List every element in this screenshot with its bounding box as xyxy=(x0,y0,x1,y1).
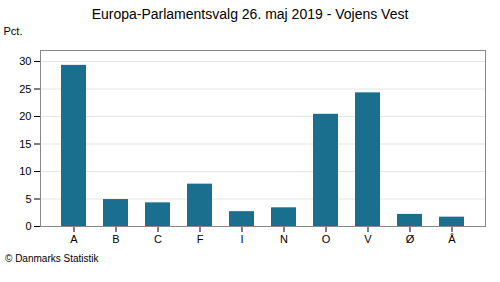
svg-text:10: 10 xyxy=(19,165,31,177)
svg-text:Pct.: Pct. xyxy=(4,25,23,37)
svg-text:20: 20 xyxy=(19,110,31,122)
svg-text:B: B xyxy=(112,233,119,245)
svg-text:O: O xyxy=(322,233,331,245)
svg-text:F: F xyxy=(197,233,204,245)
svg-text:5: 5 xyxy=(25,193,31,205)
svg-text:N: N xyxy=(280,233,288,245)
svg-text:V: V xyxy=(364,233,372,245)
svg-text:0: 0 xyxy=(25,220,31,232)
svg-text:C: C xyxy=(154,233,162,245)
svg-text:Ø: Ø xyxy=(406,233,415,245)
svg-text:I: I xyxy=(240,233,243,245)
html-text:© Danmarks Statistik: © Danmarks Statistik xyxy=(5,253,99,264)
svg-text:A: A xyxy=(70,233,78,245)
html-text:Europa-Parlamentsvalg 26. maj: Europa-Parlamentsvalg 26. maj 2019 - Voj… xyxy=(91,6,409,22)
svg-text:15: 15 xyxy=(19,138,31,150)
svg-text:30: 30 xyxy=(19,55,31,67)
svg-text:25: 25 xyxy=(19,83,31,95)
svg-text:Å: Å xyxy=(448,233,456,245)
